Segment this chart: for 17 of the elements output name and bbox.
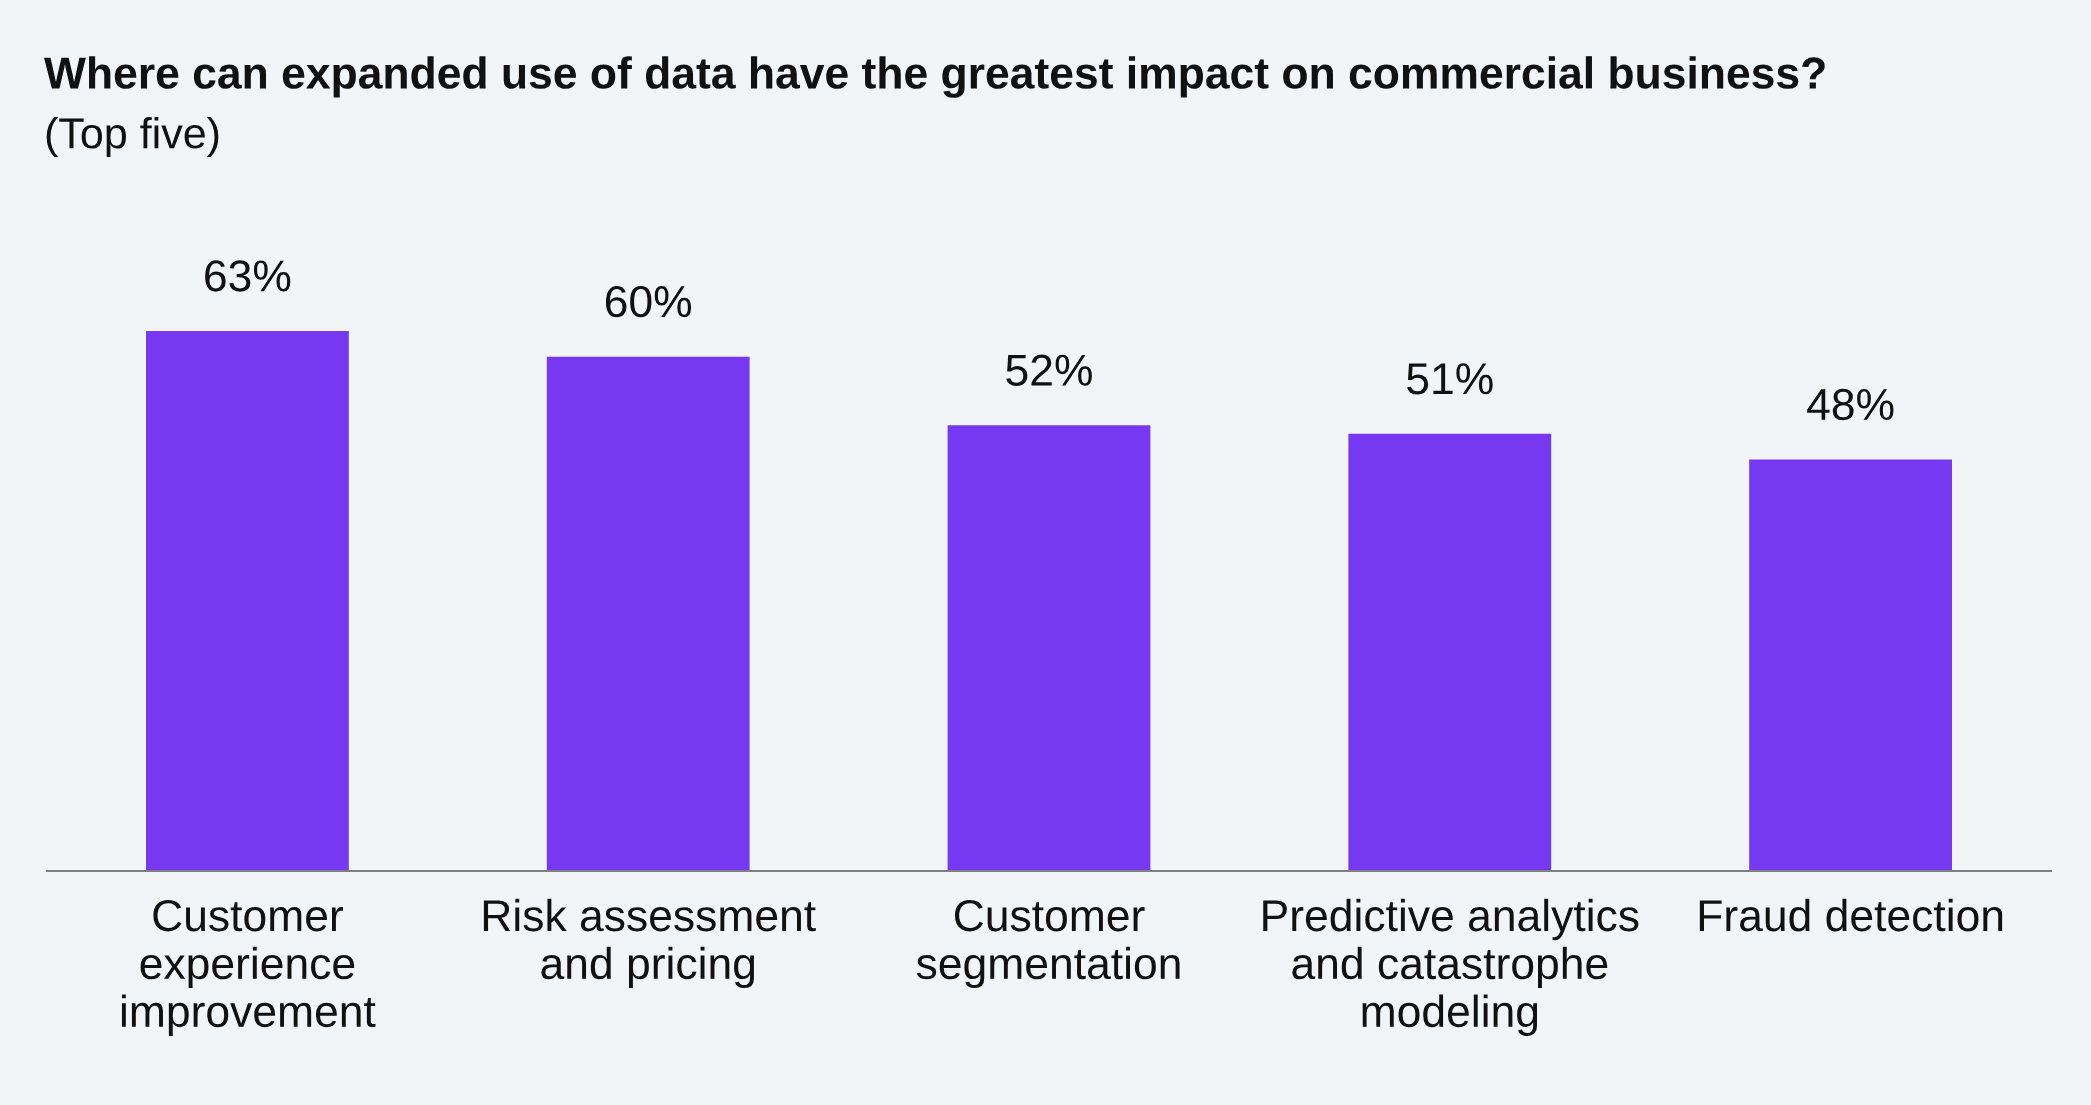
x-tick-label: Customer experience improvement (121, 899, 376, 1036)
chart-subtitle: (Top five) (46, 116, 219, 158)
chart-title: Where can expanded use of data have the greatest impact on commercial business? (44, 56, 1825, 98)
data-label: 52% (1006, 354, 1092, 386)
data-label: 60% (605, 285, 692, 318)
x-tick-label: Risk assessment and pricing (483, 898, 816, 989)
x-tick-label: Fraud detection (1699, 898, 2003, 932)
x-tick-label: Predictive analytics and catastrophe modeling (1263, 898, 1639, 1036)
bar (1348, 433, 1552, 871)
bar (546, 356, 750, 871)
data-label: 51% (1407, 363, 1493, 395)
bar (1749, 459, 1952, 871)
bar (947, 425, 1151, 871)
bar (146, 331, 349, 871)
x-tick-label: Customer segmentation (916, 899, 1180, 989)
data-label: 63% (205, 260, 291, 292)
data-label: 48% (1807, 388, 1894, 421)
